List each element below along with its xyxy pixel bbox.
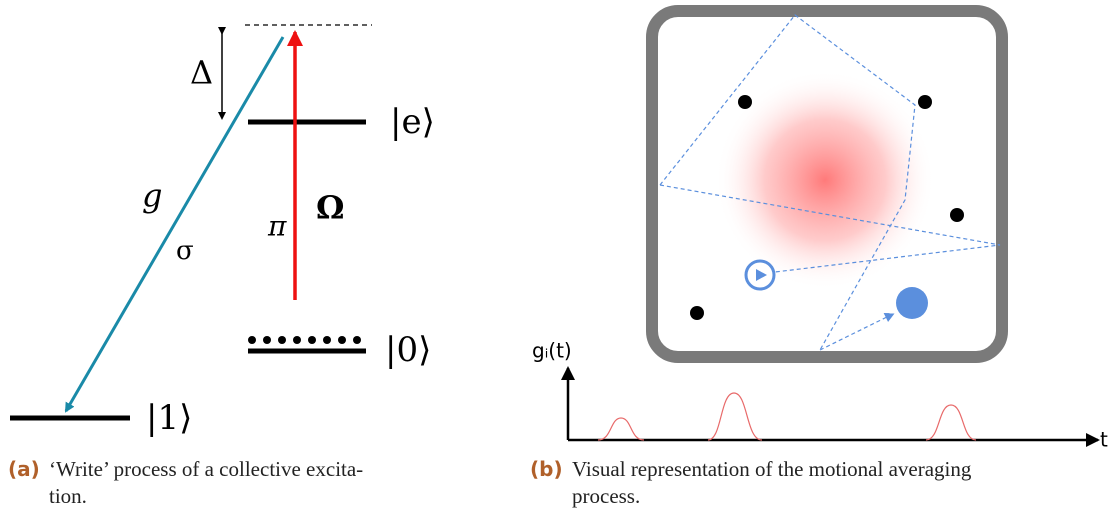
blue-atom [896,287,928,319]
caption-line: ‘Write’ process of a collective excita- [49,457,363,481]
panel-a: Δ |e⟩ |0⟩ |1⟩ g σ π Ω [10,25,435,438]
coupling-pulses [598,393,976,440]
write-photon-arrow [66,37,283,411]
caption-line: tion. [49,484,87,508]
pi-label: π [267,210,287,243]
caption-tag: (a) [8,457,40,481]
ket-e: |e⟩ [390,102,435,142]
caption-line: Visual representation of the motional av… [572,457,972,481]
ket-0: |0⟩ [385,330,431,370]
caption-line: process. [572,484,640,508]
delta-label: Δ [190,54,213,92]
g-label: g [142,177,162,215]
caption-tag: (b) [530,457,563,481]
omega-label: Ω [316,189,344,227]
panel-b: gᵢ(t) t [532,11,1108,452]
figure: Δ |e⟩ |0⟩ |1⟩ g σ π Ω gᵢ(t) t ( [0,0,1118,531]
atom-dots [248,336,361,344]
sigma-label: σ [176,236,194,266]
x-axis-label: t [1100,428,1108,452]
ket-1: |1⟩ [146,398,192,438]
y-axis-label: gᵢ(t) [532,339,572,363]
